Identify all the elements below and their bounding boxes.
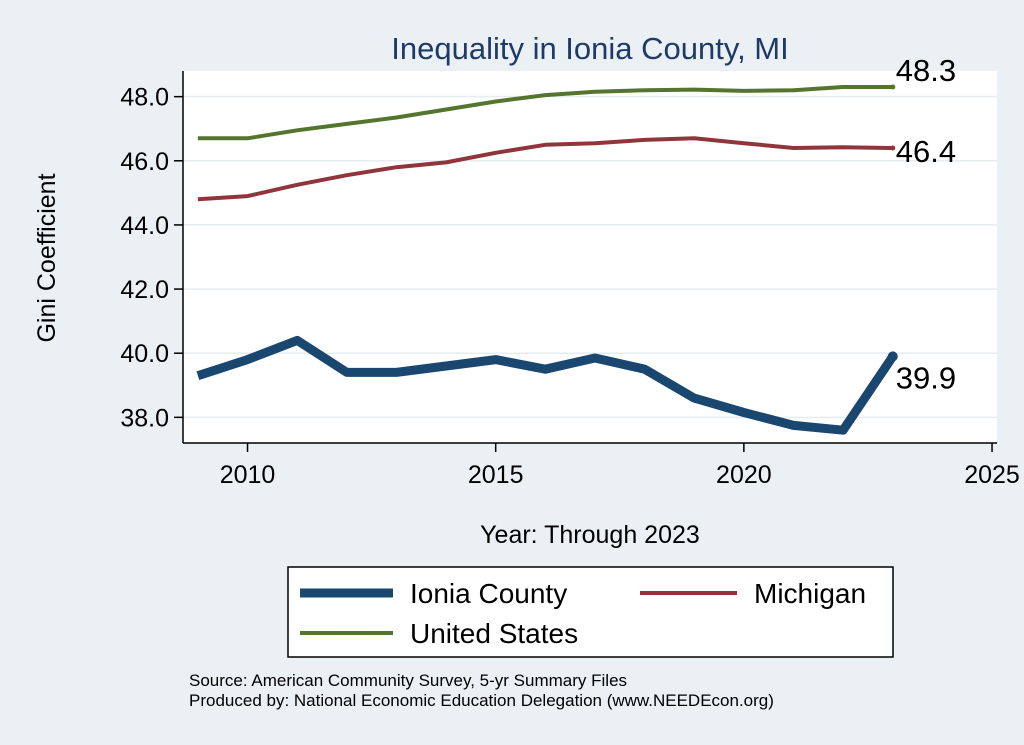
end-label-ionia-county: 39.9 [896,360,956,395]
ticks: 38.0 40.0 42.0 44.0 46.0 48.0 2010 2015 2020 2025 [120,84,1020,489]
y-tick-label: 48.0 [120,84,169,112]
y-axis-label: Gini Coefficient [33,173,61,342]
y-tick-label: 46.0 [120,148,169,176]
x-tick-label: 2010 [220,461,276,489]
legend: Ionia County Michigan United States [287,566,894,658]
chart-title: Inequality in Ionia County, MI [391,31,788,66]
series-lines [196,84,898,435]
source-line: Source: American Community Survey, 5-yr … [189,671,627,690]
end-labels: 48.3 46.4 39.9 [896,53,956,395]
legend-box [287,566,894,658]
y-tick-label: 42.0 [120,276,169,304]
x-axis-label: Year: Through 2023 [480,521,700,549]
end-point-united-states [890,84,896,90]
legend-label-michigan: Michigan [754,578,866,609]
end-label-united-states: 48.3 [896,53,956,88]
legend-label-ionia-county: Ionia County [410,578,567,609]
series-line-ionia-county [196,335,897,435]
x-tick-label: 2020 [716,461,772,489]
legend-label-united-states: United States [410,618,578,649]
series-line-michigan [197,136,893,202]
y-tick-label: 40.0 [120,340,169,368]
series-line-united-states [197,85,893,141]
x-tick-label: 2015 [468,461,524,489]
end-point-ionia-county [887,351,898,362]
producer-line: Produced by: National Economic Education… [189,691,774,710]
plot-area [183,71,997,443]
y-tick-label: 44.0 [120,212,169,240]
axes [182,71,997,444]
y-tick-label: 38.0 [120,404,169,432]
end-label-michigan: 46.4 [896,134,956,169]
x-tick-label: 2025 [964,461,1020,489]
end-point-michigan [890,145,896,151]
